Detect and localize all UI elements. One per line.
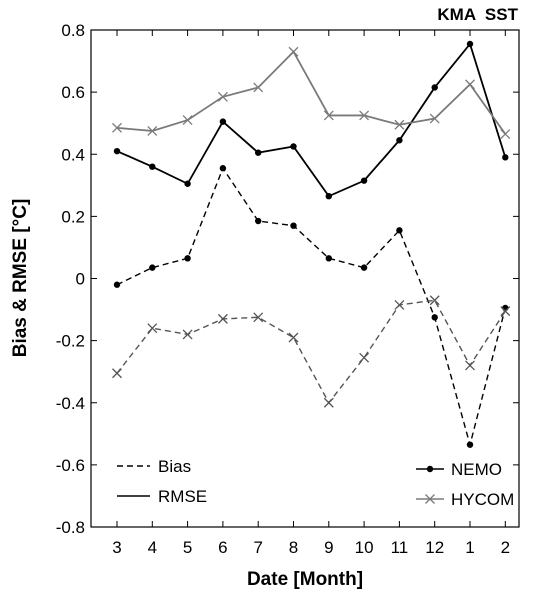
data-point-nemo-bias <box>113 281 121 288</box>
data-point-hycom-rmse <box>253 82 264 93</box>
data-point-hycom-rmse <box>147 125 158 136</box>
data-point-nemo-rmse <box>290 143 297 150</box>
data-point-hycom-rmse <box>500 129 511 140</box>
series-line-hycom-rmse <box>116 50 507 135</box>
data-point-nemo-bias <box>149 264 156 271</box>
x-tick-label: 1 <box>465 538 474 557</box>
series-line-nemo-bias <box>116 166 506 448</box>
y-tick-label: 0 <box>76 270 85 289</box>
data-point-hycom-bias <box>394 299 405 310</box>
data-point-hycom-rmse <box>465 79 475 90</box>
x-tick-label: 4 <box>148 538 157 557</box>
data-point-nemo-rmse <box>184 180 191 187</box>
data-point-hycom-bias <box>147 323 158 334</box>
legend-label-nemo: NEMO <box>451 460 502 479</box>
series-line-hycom-bias <box>116 299 506 405</box>
x-tick-label: 12 <box>425 538 444 557</box>
y-tick-label: -0.6 <box>56 456 85 475</box>
data-point-hycom-bias <box>217 313 228 324</box>
x-tick-label: 5 <box>183 538 192 557</box>
data-point-nemo-bias <box>360 264 368 271</box>
data-point-hycom-bias <box>323 397 334 408</box>
data-point-nemo-rmse <box>431 84 438 91</box>
data-point-nemo-rmse <box>396 137 403 144</box>
y-tick-label: 0.6 <box>61 83 85 102</box>
x-tick-label: 9 <box>324 538 333 557</box>
legend-marker-hycom <box>425 494 435 504</box>
x-tick-label: 2 <box>501 538 510 557</box>
data-point-nemo-rmse <box>466 40 474 48</box>
data-point-hycom-bias <box>182 329 193 340</box>
x-axis-title: Date [Month] <box>247 569 363 590</box>
series-group <box>112 40 511 448</box>
data-point-hycom-bias <box>465 360 475 371</box>
y-tick-label: -0.8 <box>56 518 85 537</box>
data-point-hycom-rmse <box>359 110 370 121</box>
y-tick-label: 0.8 <box>61 21 85 40</box>
legend-label-rmse: RMSE <box>158 487 207 506</box>
data-point-hycom-rmse <box>182 115 193 126</box>
data-point-nemo-rmse <box>219 118 227 125</box>
data-point-hycom-bias <box>112 368 122 379</box>
data-point-nemo-rmse <box>255 149 262 156</box>
data-point-nemo-bias <box>184 255 191 262</box>
data-point-hycom-bias <box>500 306 511 317</box>
x-tick-label: 7 <box>253 538 262 557</box>
data-point-hycom-rmse <box>394 119 405 130</box>
plot-area <box>90 29 520 528</box>
y-tick-label: 0.2 <box>61 207 85 226</box>
data-point-nemo-bias <box>290 222 297 229</box>
series-nemo-rmse <box>113 40 509 200</box>
data-point-nemo-bias <box>255 217 262 225</box>
series-line-nemo-rmse <box>116 42 507 198</box>
x-tick-label: 3 <box>112 538 121 557</box>
legend-label-bias: Bias <box>158 457 191 476</box>
legend-line-style: Bias RMSE <box>117 457 207 506</box>
data-point-hycom-bias <box>288 332 299 343</box>
y-tick-label: 0.4 <box>61 145 85 164</box>
y-axis-title: Bias & RMSE [°C] <box>10 199 31 358</box>
data-point-nemo-bias <box>219 165 227 172</box>
data-point-hycom-bias <box>359 352 370 363</box>
data-point-hycom-rmse <box>323 110 334 121</box>
legend-label-hycom: HYCOM <box>451 490 514 509</box>
data-point-hycom-bias <box>429 295 440 306</box>
y-tick-label: -0.2 <box>56 332 85 351</box>
series-hycom-bias <box>112 295 511 408</box>
data-point-nemo-rmse <box>149 163 156 170</box>
data-point-hycom-bias <box>253 312 264 323</box>
data-point-nemo-bias <box>431 314 438 321</box>
x-tick-label: 11 <box>391 538 409 557</box>
x-tick-label: 6 <box>218 538 227 557</box>
series-nemo-bias <box>113 165 509 448</box>
x-tick-label: 8 <box>289 538 298 557</box>
data-point-hycom-rmse <box>112 122 122 133</box>
data-point-nemo-rmse <box>325 192 332 200</box>
y-tick-label: -0.4 <box>56 394 85 413</box>
data-point-nemo-bias <box>325 255 332 262</box>
data-point-nemo-rmse <box>502 154 509 161</box>
legend-model: NEMO HYCOM <box>416 460 514 509</box>
legend-marker-nemo <box>426 465 434 473</box>
data-point-nemo-bias <box>466 441 474 448</box>
chart-title: KMA SST <box>437 5 518 24</box>
tick-group: -0.8-0.6-0.4-0.200.20.40.60.83 4 5 6 7 8 9 10 11… <box>56 21 519 557</box>
data-point-hycom-rmse <box>429 113 440 124</box>
data-point-hycom-rmse <box>217 91 228 102</box>
x-tick-label: 10 <box>355 538 374 557</box>
data-point-nemo-rmse <box>360 177 368 184</box>
data-point-nemo-rmse <box>113 147 121 155</box>
series-hycom-rmse <box>112 46 511 140</box>
data-point-nemo-bias <box>396 227 403 234</box>
data-point-hycom-rmse <box>288 46 299 57</box>
